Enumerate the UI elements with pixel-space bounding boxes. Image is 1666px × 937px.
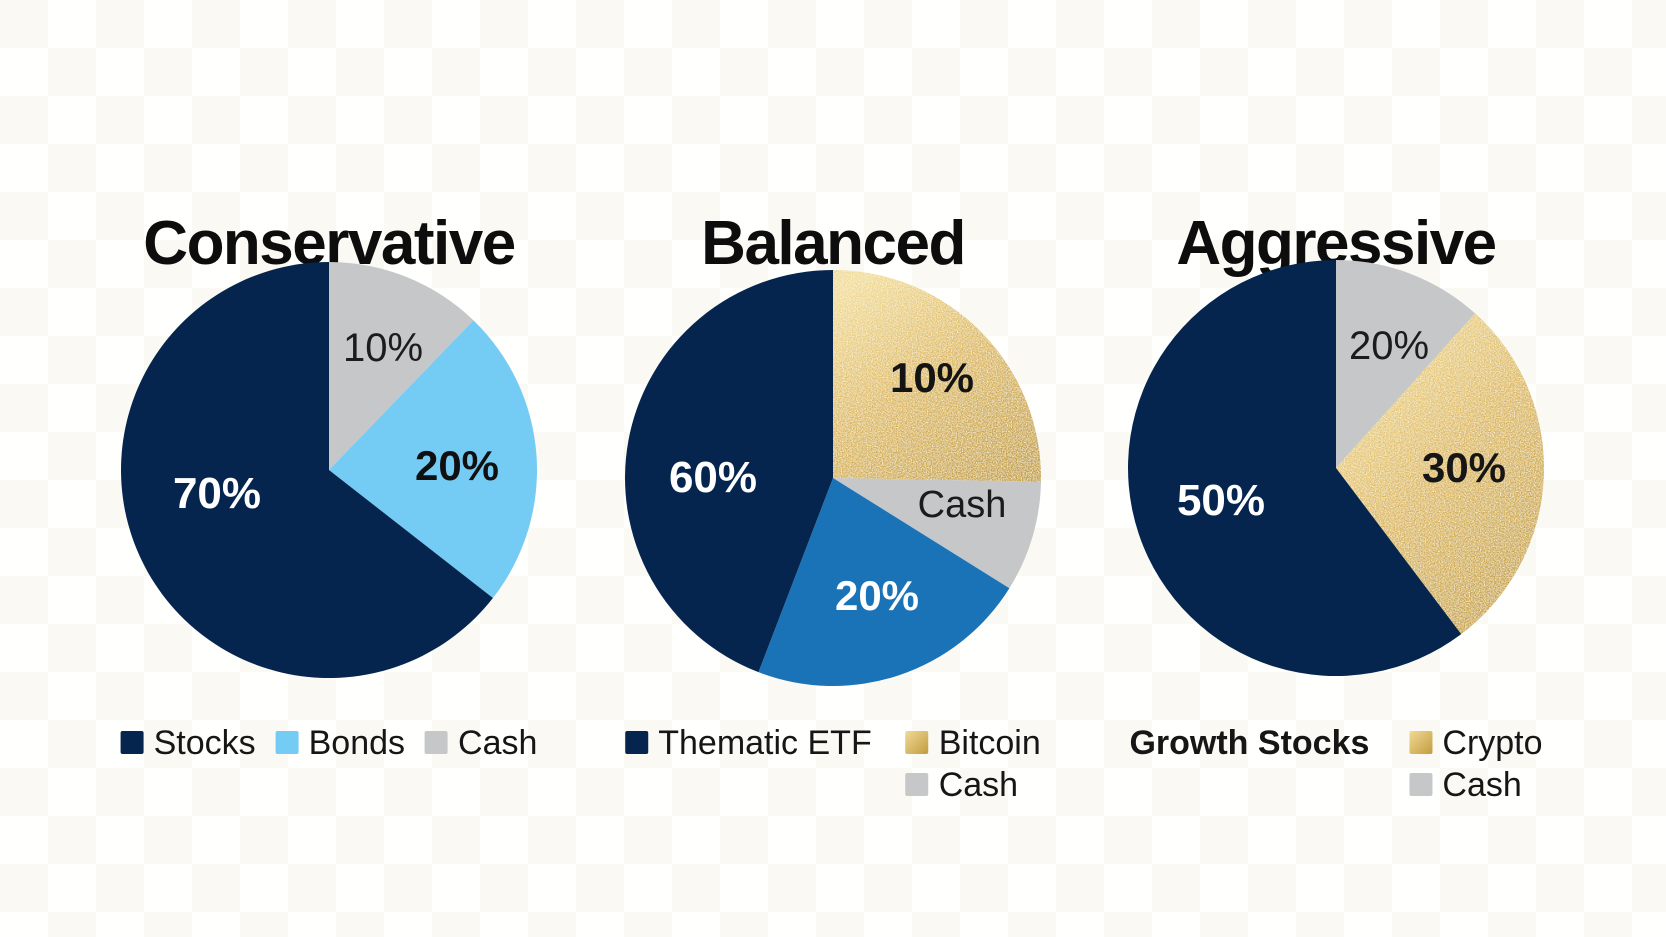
slice-thematic-etf <box>625 270 833 673</box>
legend-item-cash: Cash <box>905 765 1041 804</box>
slice-label-bitcoin: 10% <box>889 354 975 401</box>
legend-item-growth-stocks: Growth Stocks <box>1129 723 1370 762</box>
pie-balanced <box>625 270 1041 686</box>
slice-cash <box>329 262 474 470</box>
legend-aggressive: Growth Stocks Crypto Cash <box>1129 723 1543 804</box>
legend-label-thematic-etf: Thematic ETF <box>658 723 872 762</box>
chart-title-balanced: Balanced <box>701 209 966 279</box>
legend-item-cash: Cash <box>425 723 538 762</box>
legend-label-cash: Cash <box>938 765 1019 804</box>
legend-item-crypto: Crypto <box>1409 723 1543 762</box>
slice-growth-stocks <box>1128 260 1462 676</box>
slice-label-cash: Cash <box>917 484 1007 526</box>
legend-balanced: Thematic ETF Bitcoin Cash <box>625 723 1041 804</box>
slice-label-cash: 10% <box>342 326 424 370</box>
slice-cash <box>833 478 1041 589</box>
legend-item-bonds: Bonds <box>275 723 406 762</box>
legend-label-growth-stocks: Growth Stocks <box>1129 723 1370 762</box>
legend-column: Stocks <box>120 723 256 762</box>
slice-label-stocks: 70% <box>172 469 262 518</box>
slice-label-thematic-etf: 60% <box>668 453 758 502</box>
slice-cash <box>1336 260 1476 468</box>
slice-crypto <box>1336 313 1544 635</box>
slice-bonds <box>329 320 537 599</box>
legend-item-thematic-etf: Thematic ETF <box>625 723 872 762</box>
legend-label-cash: Cash <box>1442 765 1522 804</box>
legend-column: Bitcoin Cash <box>905 723 1041 804</box>
legend-label-bitcoin: Bitcoin <box>938 723 1041 762</box>
legend-column: Bonds <box>275 723 406 762</box>
legend-conservative: Stocks Bonds Cash <box>120 723 538 762</box>
legend-item-stocks: Stocks <box>120 723 256 762</box>
legend-swatch-gray <box>425 731 449 754</box>
legend-column: Cash <box>425 723 538 762</box>
legend-swatch-gold <box>1409 731 1433 754</box>
slice-stocks <box>121 262 493 678</box>
legend-column: Thematic ETF <box>625 723 872 762</box>
legend-swatch-lightblue <box>275 731 299 754</box>
legend-label-crypto: Crypto <box>1442 723 1543 762</box>
legend-item-cash: Cash <box>1409 765 1542 804</box>
legend-swatch-navy <box>120 731 144 754</box>
slice-blue-segment <box>758 478 1010 686</box>
slice-label-cash: 20% <box>1348 324 1430 368</box>
legend-label-bonds: Bonds <box>308 723 406 762</box>
slice-label-bonds: 20% <box>414 442 500 489</box>
legend-label-stocks: Stocks <box>153 723 256 762</box>
slice-label-blue-segment: 20% <box>834 572 920 619</box>
legend-item-bitcoin: Bitcoin <box>905 723 1041 762</box>
legend-label-cash: Cash <box>458 723 538 762</box>
slice-label-growth-stocks: 50% <box>1176 476 1266 525</box>
legend-column: Growth Stocks <box>1129 723 1370 762</box>
slice-label-crypto: 30% <box>1421 444 1507 491</box>
legend-swatch-gold <box>905 731 929 754</box>
legend-swatch-navy <box>625 731 649 754</box>
pie-aggressive <box>1128 260 1544 676</box>
legend-column: Crypto Cash <box>1409 723 1543 804</box>
slice-bitcoin <box>833 270 1041 482</box>
pie-conservative <box>121 262 537 678</box>
legend-swatch-gray <box>1409 773 1433 796</box>
legend-swatch-gray <box>905 773 929 796</box>
